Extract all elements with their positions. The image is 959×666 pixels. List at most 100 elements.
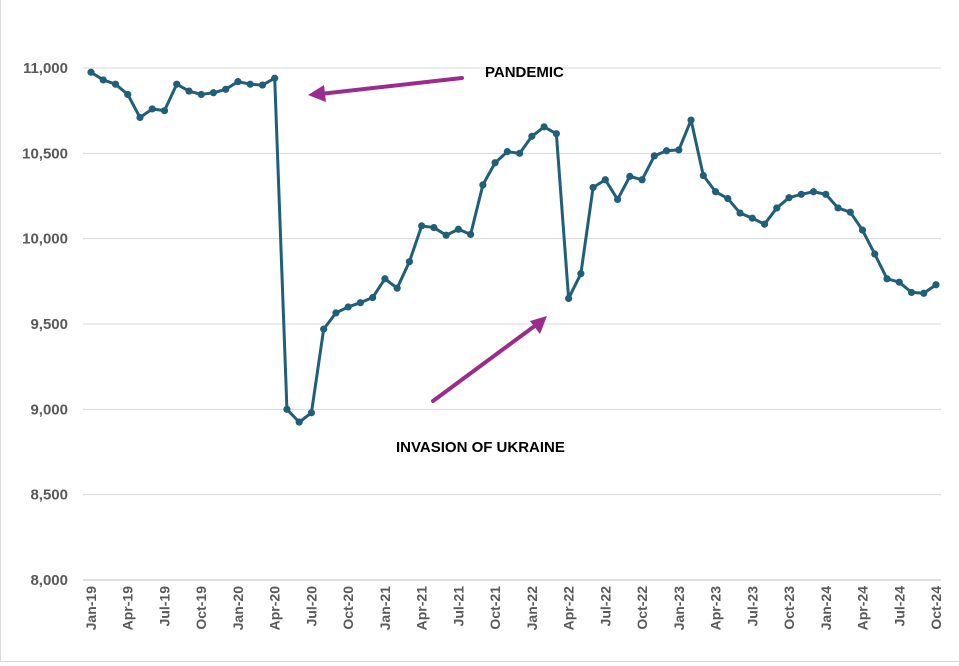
x-tick-label: Apr-24	[855, 586, 871, 631]
data-point	[307, 409, 316, 417]
data-point	[932, 281, 940, 289]
data-point	[356, 299, 365, 307]
data-point	[99, 76, 107, 84]
data-point	[822, 190, 830, 198]
chart-frame-left	[0, 0, 1, 662]
data-point	[185, 87, 193, 95]
data-point	[699, 171, 707, 180]
y-axis-tick-labels: 8,000 8,500 9,000 9,500 10,000 10,500 11,000	[22, 60, 68, 589]
x-tick-label: Oct-21	[487, 586, 503, 630]
data-point	[454, 225, 462, 233]
data-point	[834, 204, 842, 212]
chart-frame-bottom	[0, 661, 959, 662]
pandemic-arrow	[318, 76, 464, 96]
data-point	[271, 74, 279, 82]
data-point	[246, 80, 254, 88]
data-point	[760, 220, 769, 228]
data-point	[234, 78, 242, 86]
pandemic-arrowhead	[308, 85, 326, 102]
x-tick-label: Oct-24	[928, 586, 944, 630]
x-tick-label: Jul-20	[303, 586, 319, 627]
x-tick-label: Jul-21	[450, 586, 466, 627]
x-tick-label: Jul-19	[156, 586, 172, 627]
data-point	[418, 222, 426, 230]
data-point	[369, 293, 377, 302]
data-point	[491, 159, 499, 167]
data-point	[601, 176, 609, 184]
data-point	[136, 113, 144, 122]
data-point	[871, 250, 879, 258]
annotation-pandemic: PANDEMIC	[485, 64, 564, 81]
data-point	[858, 226, 867, 234]
data-point	[148, 105, 156, 113]
data-point	[724, 194, 732, 203]
data-point	[650, 152, 658, 160]
y-tick-label: 11,000	[23, 60, 68, 77]
x-tick-label: Jul-24	[891, 586, 907, 627]
x-tick-label: Apr-23	[708, 586, 724, 631]
data-point	[528, 132, 536, 140]
data-point	[258, 81, 267, 89]
data-point	[344, 303, 352, 311]
data-point	[87, 68, 95, 76]
data-point	[393, 284, 401, 292]
y-tick-label: 10,000	[22, 231, 68, 248]
x-tick-label: Jan-20	[230, 586, 246, 631]
ukraine-arrowhead	[530, 316, 547, 334]
y-tick-label: 9,000	[30, 401, 68, 418]
ukraine-arrow	[431, 323, 538, 403]
data-point	[209, 89, 218, 97]
data-point	[920, 289, 928, 297]
data-point	[516, 149, 524, 157]
data-point	[736, 209, 744, 217]
data-point	[479, 181, 487, 189]
data-point	[222, 85, 230, 93]
data-point	[626, 172, 634, 180]
series-layer	[87, 68, 940, 426]
x-tick-label: Oct-22	[634, 586, 650, 630]
data-point	[503, 148, 511, 156]
x-tick-label: Oct-23	[781, 586, 797, 630]
y-tick-label: 8,500	[30, 487, 68, 504]
x-tick-label: Oct-20	[340, 586, 356, 630]
data-point	[662, 147, 671, 155]
data-point	[197, 90, 205, 99]
data-point	[589, 183, 597, 192]
data-point	[809, 188, 818, 196]
data-point	[883, 275, 891, 283]
x-tick-label: Apr-21	[414, 586, 430, 631]
x-tick-label: Apr-22	[561, 586, 577, 631]
x-tick-label: Apr-19	[120, 586, 136, 631]
data-point	[332, 309, 340, 317]
x-axis-tick-labels: Jan-19 Apr-19 Jul-19 Oct-19 Jan-20 Apr-20 Jul-…	[83, 586, 944, 631]
gridlines	[83, 67, 941, 496]
data-point	[846, 208, 854, 216]
data-point	[442, 231, 450, 239]
x-tick-label: Apr-20	[267, 586, 283, 631]
data-point	[797, 190, 805, 198]
x-tick-label: Jul-22	[597, 586, 613, 627]
data-point	[675, 146, 683, 154]
data-point	[111, 80, 120, 88]
y-tick-label: 10,500	[22, 145, 68, 162]
annotation-invasion-of-ukraine: INVASION OF UKRAINE	[396, 439, 565, 456]
data-point	[711, 188, 720, 196]
data-point	[748, 214, 756, 222]
x-tick-label: Jan-23	[671, 586, 687, 631]
data-point	[565, 294, 573, 302]
data-point	[430, 223, 438, 232]
data-point	[613, 195, 622, 204]
data-point	[577, 270, 585, 278]
x-tick-label: Jul-23	[744, 586, 760, 627]
data-point	[320, 325, 328, 333]
y-tick-label: 8,000	[30, 572, 68, 589]
x-tick-label: Jan-24	[818, 586, 834, 631]
x-tick-label: Oct-19	[193, 586, 209, 630]
y-tick-label: 9,500	[30, 316, 68, 333]
data-point	[895, 278, 903, 286]
data-point	[785, 194, 793, 202]
series-line	[89, 70, 938, 424]
data-point	[467, 230, 475, 238]
